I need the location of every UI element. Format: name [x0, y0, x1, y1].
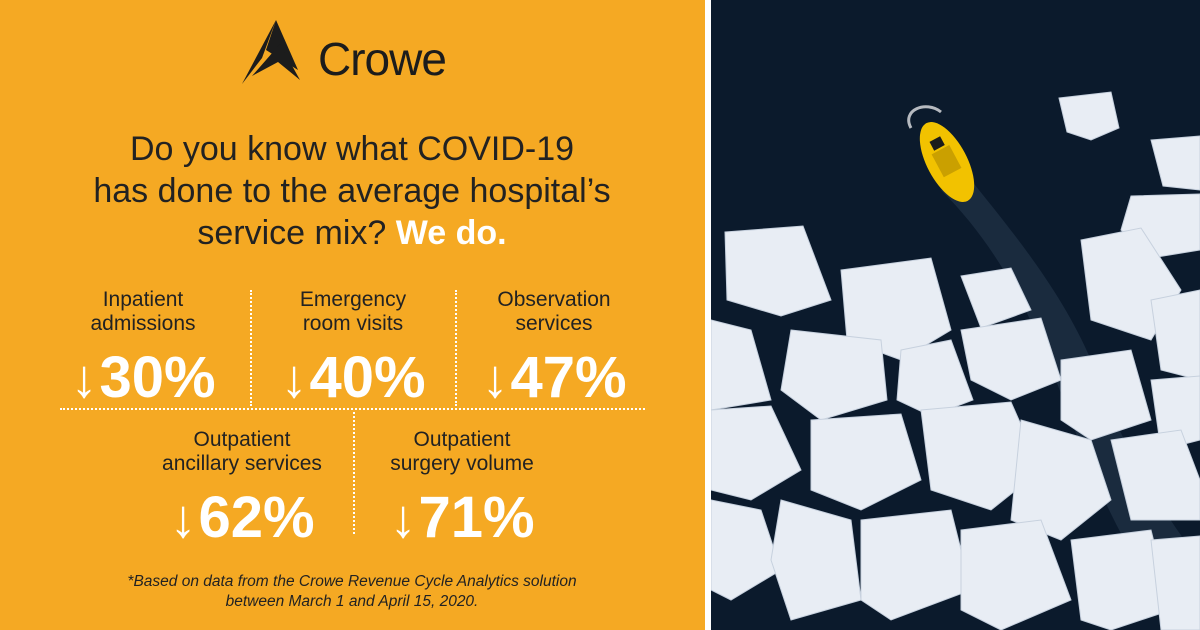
crowe-mountain-icon — [242, 20, 300, 84]
stat-label-line-1: Emergency — [299, 288, 407, 311]
stat-label: Outpatient surgery volume — [362, 428, 562, 476]
crowe-logo: Crowe — [238, 18, 478, 88]
footnote-line-2: between March 1 and April 15, 2020. — [225, 593, 479, 610]
down-arrow-icon: ↓ — [481, 349, 509, 409]
stat-outpatient-surgery-volume: Outpatient surgery volume ↓71% — [362, 428, 562, 551]
stat-label-line-2: admissions — [90, 312, 196, 335]
stat-label: Inpatient admissions — [48, 288, 238, 336]
dotted-divider — [455, 290, 457, 406]
stat-observation-services: Observation services ↓47% — [458, 288, 650, 411]
yellow-boat-icon — [907, 105, 975, 202]
stat-label-line-2: services — [515, 312, 593, 335]
headline-line-2: has done to the average hospital’s — [93, 172, 611, 210]
stat-label: Outpatient ancillary services — [142, 428, 342, 476]
stat-label: Observation services — [458, 288, 650, 336]
dotted-divider — [250, 290, 252, 406]
headline-line-3: service mix? We do. — [40, 212, 664, 254]
stat-value: ↓30% — [48, 346, 238, 411]
panel-divider — [705, 0, 711, 630]
headline-answer: We do. — [395, 214, 507, 252]
stat-inpatient-admissions: Inpatient admissions ↓30% — [48, 288, 238, 411]
stat-value: ↓40% — [258, 346, 448, 411]
down-arrow-icon: ↓ — [70, 349, 98, 409]
down-arrow-icon: ↓ — [169, 489, 197, 549]
footnote-line-1: *Based on data from the Crowe Revenue Cy… — [127, 573, 577, 590]
stat-value: ↓62% — [142, 486, 342, 551]
stat-emergency-room-visits: Emergency room visits ↓40% — [258, 288, 448, 411]
stat-label-line-1: Outpatient — [413, 428, 511, 451]
stat-percent: 47% — [510, 345, 627, 410]
headline-question: service mix? — [197, 214, 387, 252]
stat-percent: 30% — [99, 345, 216, 410]
stat-percent: 40% — [309, 345, 426, 410]
footnote: *Based on data from the Crowe Revenue Cy… — [40, 572, 664, 612]
stat-percent: 62% — [198, 485, 315, 550]
stat-label-line-1: Outpatient — [193, 428, 291, 451]
down-arrow-icon: ↓ — [389, 489, 417, 549]
stat-percent: 71% — [418, 485, 535, 550]
icebreaker-boat-image — [711, 0, 1200, 630]
stat-outpatient-ancillary-services: Outpatient ancillary services ↓62% — [142, 428, 342, 551]
stat-label-line-2: ancillary services — [162, 452, 322, 475]
stat-value: ↓71% — [362, 486, 562, 551]
dotted-divider — [353, 412, 355, 534]
dotted-divider — [60, 408, 645, 410]
stat-label-line-2: surgery volume — [390, 452, 534, 475]
brand-name: Crowe — [318, 33, 447, 85]
stat-value: ↓47% — [458, 346, 650, 411]
stat-label: Emergency room visits — [258, 288, 448, 336]
info-panel: Crowe Do you know what COVID-19 has done… — [0, 0, 705, 630]
sea-ice-photo — [711, 0, 1200, 630]
headline-line-1: Do you know what COVID-19 — [129, 130, 575, 168]
down-arrow-icon: ↓ — [280, 349, 308, 409]
stat-label-line-1: Observation — [497, 288, 611, 311]
stat-label-line-1: Inpatient — [102, 288, 184, 311]
stat-label-line-2: room visits — [302, 312, 404, 335]
headline: Do you know what COVID-19 has done to th… — [40, 128, 664, 254]
